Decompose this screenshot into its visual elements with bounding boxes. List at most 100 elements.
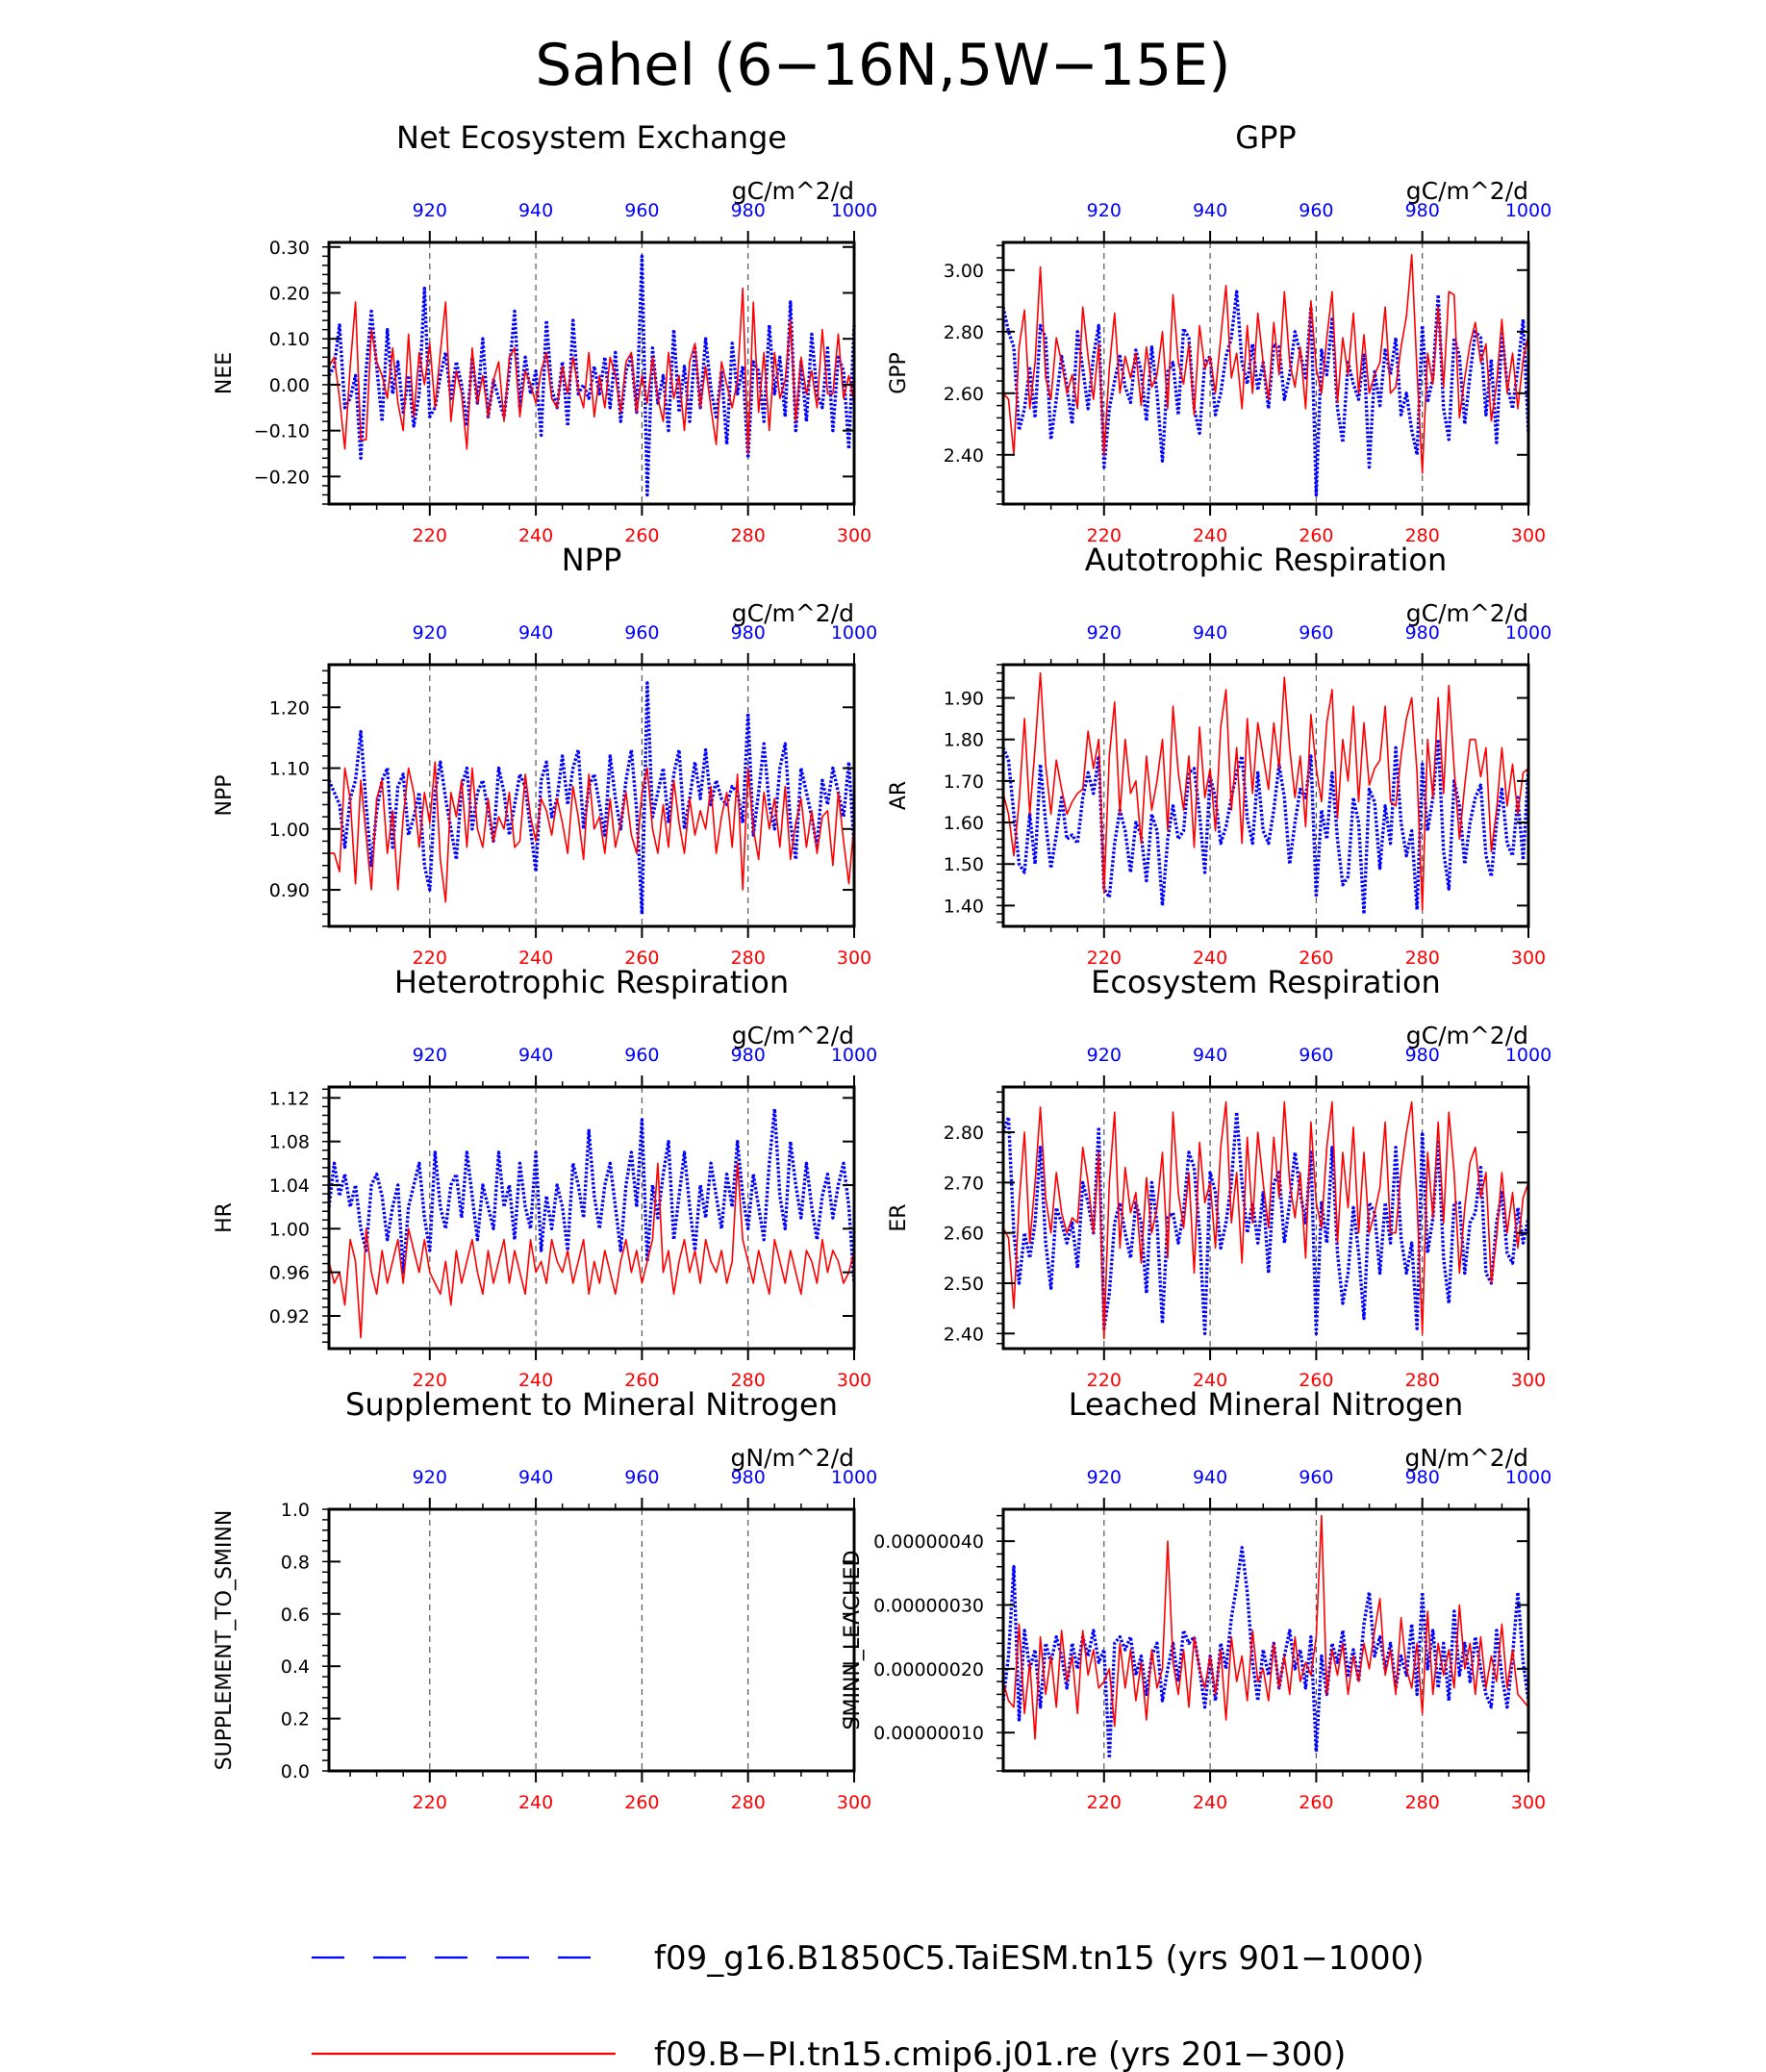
- x-tick-label-bottom: 300: [1511, 948, 1546, 969]
- chart-panel-8: Leached Mineral Nitrogen gN/m^2/d SMINN_LE…: [841, 1386, 1552, 1813]
- plot-frame: [327, 663, 856, 928]
- y-tick-label: 0.8: [281, 1552, 310, 1573]
- y-tick-label: 1.0: [281, 1500, 310, 1521]
- x-tick-label-bottom: 260: [1299, 525, 1333, 546]
- chart-panel-2: GPP gC/m^2/d GPP 2.40 2.60 2.80 3.00 220 240 260 2…: [887, 119, 1552, 546]
- x-tick-label-top: 920: [413, 200, 447, 221]
- x-tick-label-top: 920: [413, 622, 447, 644]
- panel-title: Autotrophic Respiration: [1085, 542, 1448, 578]
- series-line-cmip6: [1002, 1514, 1529, 1740]
- plot-frame: [1001, 663, 1530, 928]
- units-label: gN/m^2/d: [731, 1444, 855, 1472]
- x-tick-label-top: 980: [731, 622, 766, 644]
- panel-title: Heterotrophic Respiration: [394, 964, 789, 1000]
- y-tick-label: −0.10: [254, 421, 310, 442]
- units-label: gN/m^2/d: [1405, 1444, 1529, 1472]
- x-tick-label-top: 960: [624, 200, 659, 221]
- plot-frame: [1001, 1507, 1530, 1773]
- panel-title: Leached Mineral Nitrogen: [1069, 1386, 1464, 1423]
- y-tick-label: 1.70: [944, 771, 984, 793]
- plot-frame: [327, 1507, 856, 1773]
- units-label: gC/m^2/d: [732, 1022, 854, 1049]
- x-tick-label-bottom: 280: [731, 1370, 766, 1391]
- chart-panel-5: Heterotrophic Respiration gC/m^2/d HR 0.92 0…: [213, 964, 877, 1391]
- chart-panel-1: Net Ecosystem Exchange gC/m^2/d NEE −0.20 −0…: [213, 119, 877, 546]
- x-tick-label-bottom: 300: [837, 1370, 871, 1391]
- x-tick-label-bottom: 220: [413, 948, 447, 969]
- x-tick-label-bottom: 280: [1405, 525, 1440, 546]
- y-tick-label: 0.0: [281, 1761, 310, 1782]
- y-tick-label: 0.90: [269, 880, 310, 901]
- panel-title: Ecosystem Respiration: [1091, 964, 1441, 1000]
- chart-panel-3: NPP gC/m^2/d NPP 0.90 1.00 1.10 1.20 220 240 260 2…: [213, 542, 877, 969]
- x-tick-label-top: 920: [413, 1467, 447, 1488]
- y-axis-label: NPP: [213, 775, 237, 817]
- series-line-cmip6: [1002, 253, 1529, 474]
- legend-label-series-a: f09_g16.B1850C5.TaiESM.tn15 (yrs 901−100…: [654, 1939, 1425, 1978]
- x-tick-label-top: 1000: [1505, 1045, 1552, 1066]
- x-tick-label-top: 960: [624, 1045, 659, 1066]
- x-tick-label-top: 920: [413, 1045, 447, 1066]
- y-tick-label: 1.04: [269, 1175, 310, 1197]
- x-tick-label-bottom: 240: [1193, 1370, 1227, 1391]
- x-tick-label-top: 960: [624, 1467, 659, 1488]
- x-tick-label-bottom: 300: [1511, 1370, 1546, 1391]
- plot-frame: [1001, 240, 1530, 506]
- y-tick-label: 3.00: [944, 261, 984, 282]
- y-tick-label: 2.40: [944, 445, 984, 467]
- y-axis-label: HR: [213, 1202, 237, 1233]
- x-tick-label-top: 920: [1087, 1467, 1122, 1488]
- x-tick-label-top: 940: [1193, 200, 1227, 221]
- x-tick-label-bottom: 240: [1193, 525, 1227, 546]
- series-line-cmip6: [1002, 1100, 1529, 1340]
- y-tick-label: 0.00000010: [873, 1723, 984, 1744]
- x-tick-label-bottom: 240: [1193, 1792, 1227, 1813]
- y-tick-label: 0.10: [269, 329, 310, 350]
- x-tick-label-top: 980: [1405, 1467, 1440, 1488]
- x-tick-label-top: 980: [1405, 200, 1440, 221]
- y-tick-label: 2.60: [944, 384, 984, 405]
- y-tick-label: 2.80: [944, 1123, 984, 1144]
- units-label: gC/m^2/d: [1406, 177, 1528, 205]
- units-label: gC/m^2/d: [1406, 1022, 1528, 1049]
- y-tick-label: 1.80: [944, 730, 984, 751]
- series-line-cmip6: [328, 1162, 855, 1339]
- x-tick-label-top: 940: [518, 200, 553, 221]
- plot-frame: [327, 1085, 856, 1351]
- x-tick-label-bottom: 260: [1299, 948, 1333, 969]
- series-line-taiesm: [1001, 1110, 1530, 1336]
- series-line-taiesm: [327, 254, 856, 497]
- x-tick-label-top: 980: [1405, 1045, 1440, 1066]
- x-tick-label-top: 960: [1299, 200, 1333, 221]
- y-tick-label: −0.20: [254, 467, 310, 488]
- y-tick-label: 1.10: [269, 759, 310, 780]
- x-tick-label-bottom: 280: [1405, 1792, 1440, 1813]
- x-tick-label-top: 940: [518, 622, 553, 644]
- x-tick-label-top: 1000: [831, 1045, 877, 1066]
- x-tick-label-bottom: 220: [413, 1370, 447, 1391]
- x-tick-label-bottom: 300: [1511, 525, 1546, 546]
- x-tick-label-bottom: 240: [518, 1370, 553, 1391]
- y-tick-label: 0.30: [269, 238, 310, 259]
- y-tick-label: 1.12: [269, 1088, 310, 1109]
- x-tick-label-top: 1000: [831, 622, 877, 644]
- y-tick-label: 1.50: [944, 854, 984, 875]
- x-tick-label-top: 980: [1405, 622, 1440, 644]
- x-tick-label-bottom: 280: [1405, 948, 1440, 969]
- y-tick-label: 1.20: [269, 697, 310, 719]
- x-tick-label-bottom: 240: [1193, 948, 1227, 969]
- x-tick-label-bottom: 240: [518, 948, 553, 969]
- x-tick-label-top: 960: [624, 622, 659, 644]
- y-tick-label: 1.40: [944, 896, 984, 917]
- y-tick-label: 2.80: [944, 322, 984, 343]
- y-tick-label: 0.00000030: [873, 1596, 984, 1617]
- x-tick-label-bottom: 300: [837, 948, 871, 969]
- plot-frame: [327, 240, 856, 506]
- y-axis-label: SUPPLEMENT_TO_SMINN: [213, 1510, 237, 1771]
- x-tick-label-bottom: 260: [624, 948, 659, 969]
- series-line-taiesm: [1001, 1546, 1530, 1760]
- y-axis-label: AR: [887, 781, 911, 810]
- series-line-cmip6: [328, 287, 855, 455]
- y-axis-label: ER: [887, 1203, 911, 1231]
